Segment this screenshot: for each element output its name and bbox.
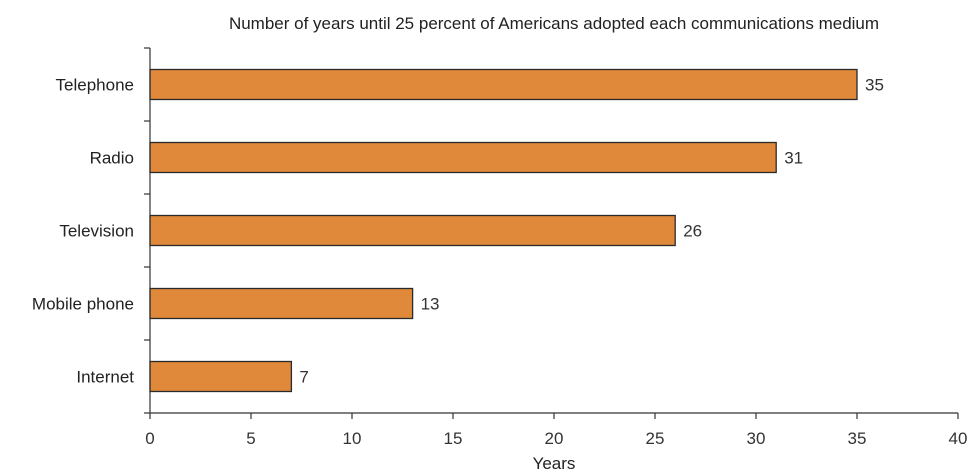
x-tick-label-35: 35 [848, 429, 867, 448]
bars-layer [149, 68, 858, 393]
ticks-layer [144, 47, 959, 419]
category-label-television: Television [59, 222, 134, 241]
x-tick-label-0: 0 [145, 429, 154, 448]
x-tick-label-25: 25 [646, 429, 665, 448]
category-label-internet: Internet [76, 368, 134, 387]
bar-radio [149, 141, 777, 174]
category-label-mobile-phone: Mobile phone [32, 295, 134, 314]
x-tick-label-15: 15 [444, 429, 463, 448]
bar-television [149, 214, 676, 247]
value-label-radio: 31 [784, 149, 803, 168]
x-tick-label-10: 10 [343, 429, 362, 448]
bar-mobile-phone [149, 287, 414, 320]
x-tick-label-5: 5 [246, 429, 255, 448]
x-axis-title: Years [533, 454, 576, 473]
chart-title: Number of years until 25 percent of Amer… [229, 14, 879, 33]
value-label-television: 26 [683, 222, 702, 241]
category-label-radio: Radio [90, 149, 134, 168]
x-tick-label-30: 30 [747, 429, 766, 448]
value-label-telephone: 35 [865, 76, 884, 95]
category-label-telephone: Telephone [56, 76, 134, 95]
bar-internet [149, 360, 293, 393]
value-label-internet: 7 [299, 368, 308, 387]
x-tick-label-20: 20 [545, 429, 564, 448]
value-label-mobile-phone: 13 [421, 295, 440, 314]
labels-layer: Telephone 35 Radio 31 Television 26 Mobile pho… [32, 76, 968, 449]
bar-telephone [149, 68, 858, 101]
x-tick-label-40: 40 [949, 429, 968, 448]
